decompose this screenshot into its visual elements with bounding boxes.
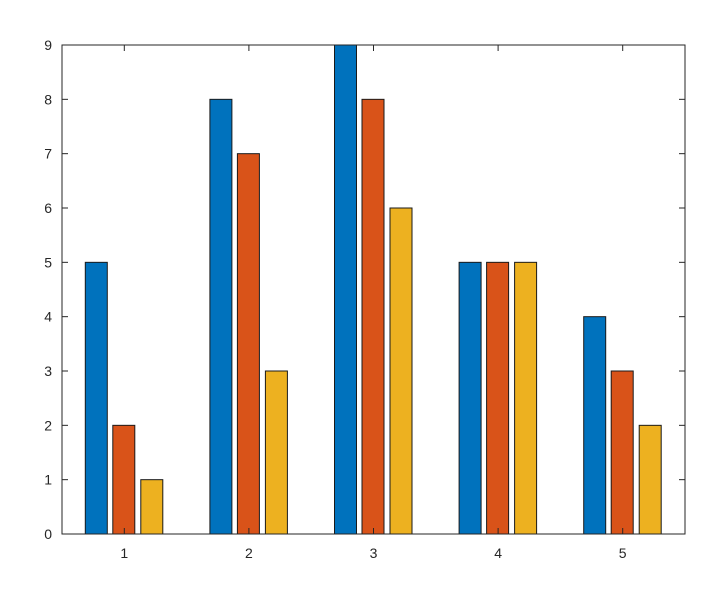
y-tick-label: 6 [44,200,52,216]
y-tick-label: 8 [44,91,52,107]
y-tick-label: 4 [44,309,52,325]
y-tick-label: 3 [44,363,52,379]
bar [361,98,385,535]
tick-labels-group: 1 2 3 4 5 0 1 2 3 4 5 6 7 8 9 [44,37,627,561]
y-tick-label: 9 [44,37,52,53]
y-tick-label: 2 [44,417,52,433]
x-tick-label: 5 [619,545,627,561]
bar [583,316,607,535]
y-tick-label: 5 [44,254,52,270]
x-tick-label: 2 [245,545,253,561]
bar [514,261,538,535]
bar [209,98,233,535]
bar [389,207,413,535]
bar [334,44,357,535]
bar [638,424,662,535]
x-tick-label: 1 [120,545,128,561]
x-tick-label: 4 [494,545,502,561]
y-tick-label: 7 [44,146,52,162]
x-tick-label: 3 [370,545,378,561]
y-tick-label: 0 [44,526,52,542]
bar [458,261,482,535]
bar [112,424,136,535]
bar [236,153,260,535]
bars-group [84,44,662,535]
y-tick-label: 1 [44,472,52,488]
bar [84,261,108,535]
bar [264,370,288,535]
bar [610,370,634,535]
axes-box [61,44,686,535]
bar [140,479,164,535]
bar [486,261,510,535]
